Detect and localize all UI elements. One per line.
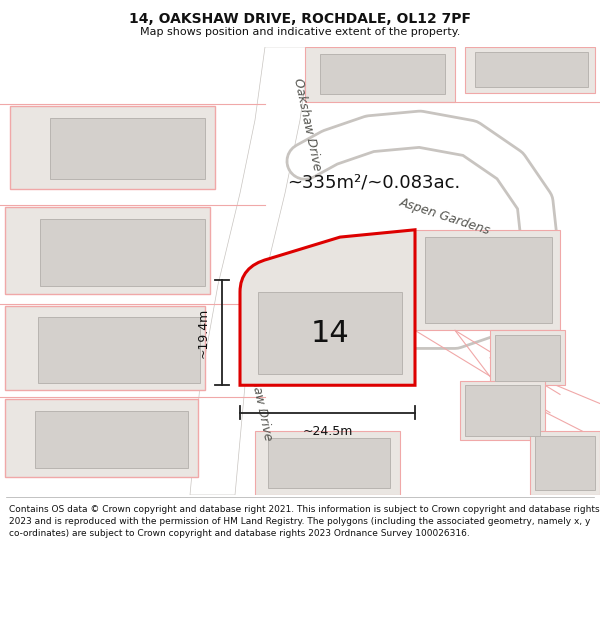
Text: Map shows position and indicative extent of the property.: Map shows position and indicative extent… <box>140 26 460 36</box>
Polygon shape <box>190 47 310 495</box>
Polygon shape <box>5 207 210 294</box>
Text: ~24.5m: ~24.5m <box>302 426 353 439</box>
Polygon shape <box>38 317 200 383</box>
PathPatch shape <box>240 230 415 385</box>
Text: Contains OS data © Crown copyright and database right 2021. This information is : Contains OS data © Crown copyright and d… <box>9 506 599 538</box>
Text: ~335m²/~0.083ac.: ~335m²/~0.083ac. <box>287 173 460 191</box>
Polygon shape <box>50 118 205 179</box>
Polygon shape <box>530 431 600 495</box>
Text: Oakshaw Drive: Oakshaw Drive <box>242 347 274 442</box>
Polygon shape <box>255 431 400 495</box>
Text: Oakshaw Drive: Oakshaw Drive <box>291 77 323 172</box>
Polygon shape <box>415 230 560 331</box>
Polygon shape <box>465 385 540 436</box>
Polygon shape <box>490 331 565 385</box>
Polygon shape <box>475 52 588 87</box>
Polygon shape <box>425 237 552 323</box>
Polygon shape <box>40 219 205 286</box>
Polygon shape <box>495 335 560 381</box>
Polygon shape <box>10 106 215 189</box>
Text: ~19.4m: ~19.4m <box>197 308 210 358</box>
Polygon shape <box>258 292 402 374</box>
Polygon shape <box>460 381 545 440</box>
Polygon shape <box>35 411 188 468</box>
Text: Aspen Gardens: Aspen Gardens <box>398 195 492 237</box>
Polygon shape <box>535 436 595 491</box>
Text: 14: 14 <box>311 319 349 348</box>
Polygon shape <box>5 306 205 390</box>
Polygon shape <box>305 47 455 102</box>
Polygon shape <box>320 54 445 94</box>
Polygon shape <box>465 47 595 92</box>
Text: 14, OAKSHAW DRIVE, ROCHDALE, OL12 7PF: 14, OAKSHAW DRIVE, ROCHDALE, OL12 7PF <box>129 12 471 26</box>
Polygon shape <box>268 438 390 488</box>
Polygon shape <box>5 399 198 477</box>
